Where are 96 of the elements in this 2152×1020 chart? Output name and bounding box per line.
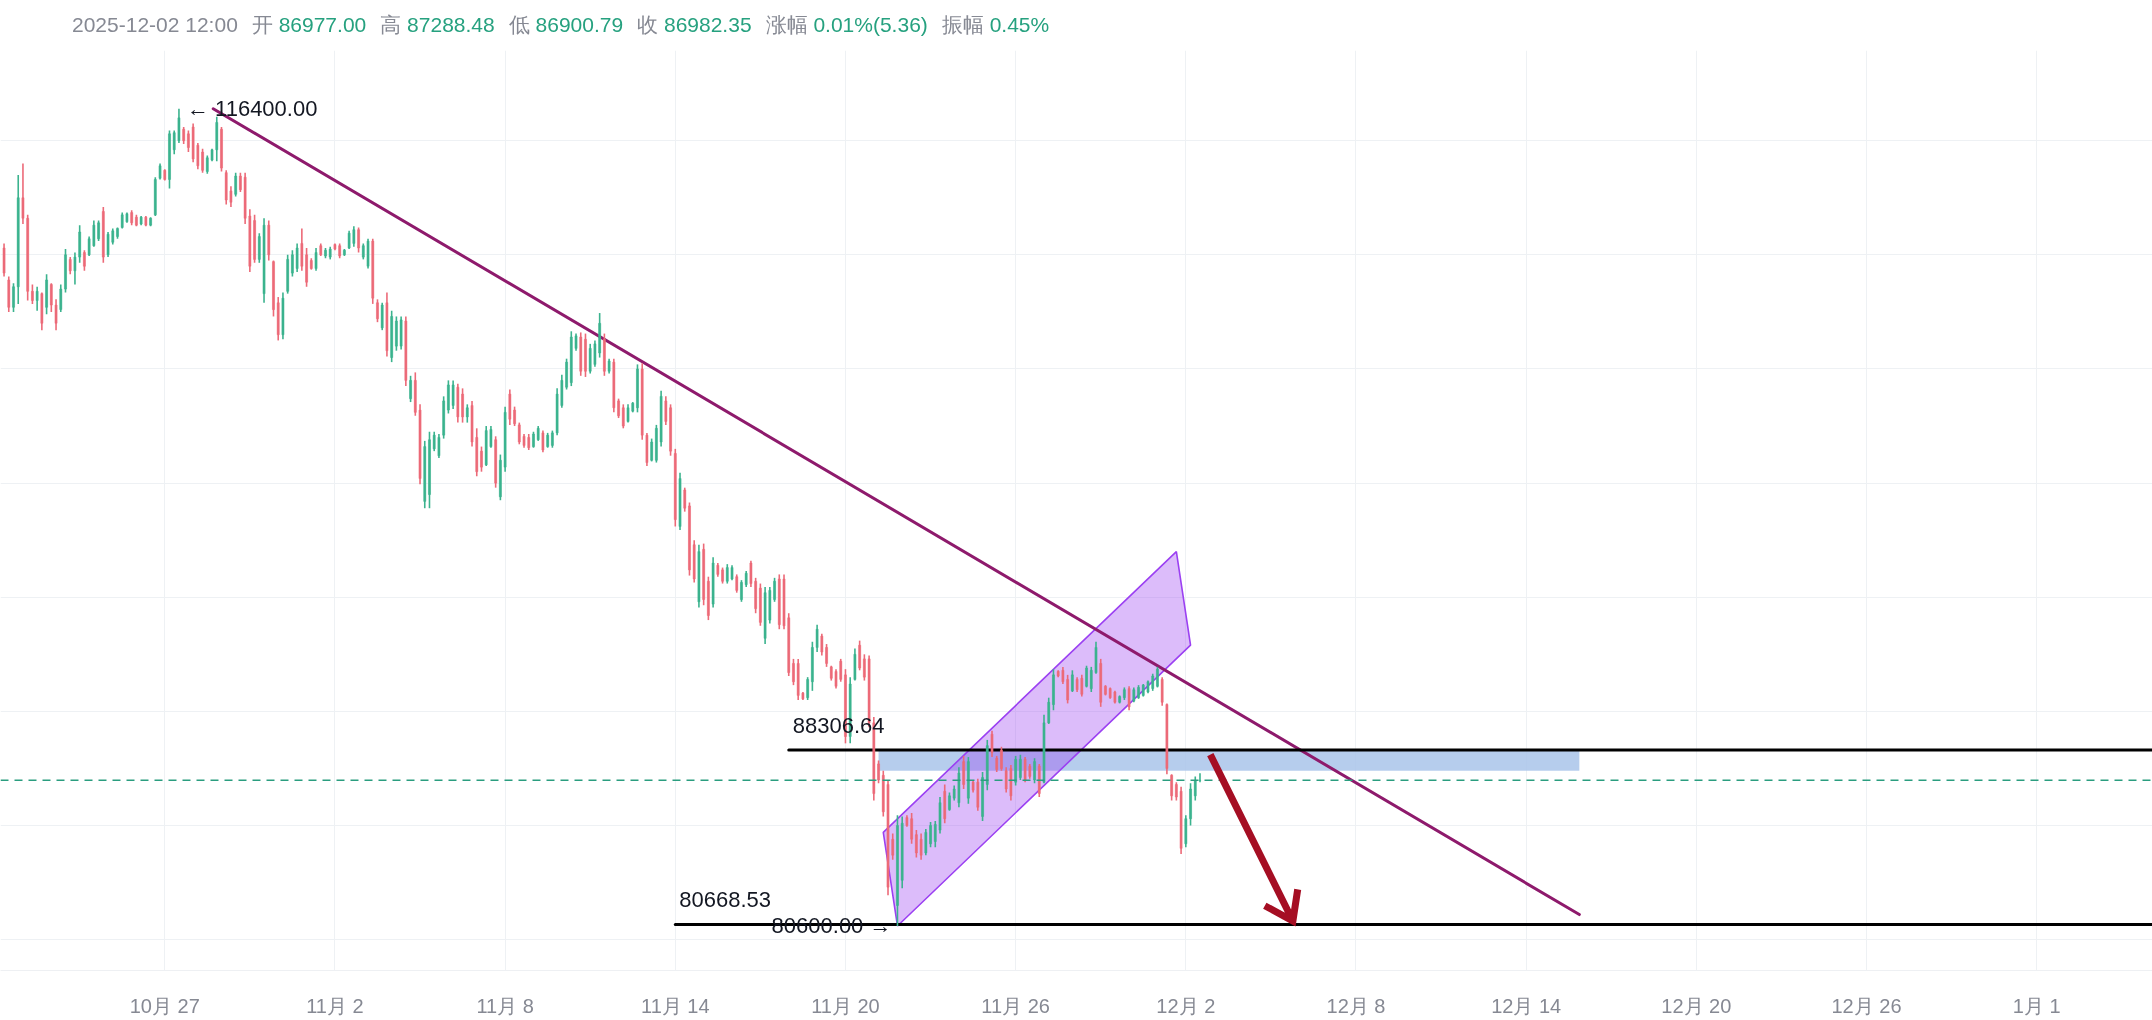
candlestick bbox=[135, 214, 138, 228]
candlestick bbox=[272, 259, 275, 318]
candlestick bbox=[806, 676, 809, 701]
candlestick bbox=[130, 209, 133, 226]
candlestick bbox=[12, 282, 15, 313]
x-tick-label: 11月 20 bbox=[811, 994, 880, 1017]
x-tick-label: 11月 2 bbox=[306, 994, 364, 1017]
x-tick-label: 11月 26 bbox=[981, 994, 1050, 1017]
candlestick bbox=[1198, 772, 1202, 783]
candlestick bbox=[546, 432, 549, 449]
candlestick bbox=[759, 582, 762, 627]
text: 2025-12-02 12:00 bbox=[72, 13, 238, 36]
candlestick bbox=[442, 395, 445, 440]
candlestick bbox=[31, 283, 34, 305]
candlestick bbox=[106, 231, 110, 258]
candlestick bbox=[650, 437, 653, 463]
candlestick bbox=[919, 832, 923, 861]
candlestick bbox=[168, 129, 171, 190]
candlestick bbox=[26, 214, 29, 302]
candlestick bbox=[584, 332, 587, 378]
candlestick bbox=[702, 542, 705, 607]
candlestick bbox=[494, 435, 497, 489]
candlestick bbox=[314, 247, 318, 272]
x-tick-label: 12月 2 bbox=[1156, 994, 1216, 1017]
candlestick bbox=[59, 283, 63, 313]
candlestick bbox=[376, 298, 379, 323]
candlestick bbox=[990, 730, 994, 758]
candlestick bbox=[465, 403, 469, 424]
candlestick bbox=[1000, 745, 1003, 772]
candlestick bbox=[541, 429, 545, 454]
text: 高 87288.48 bbox=[380, 13, 495, 36]
candlestick bbox=[286, 254, 289, 295]
candlestick bbox=[234, 171, 237, 198]
candlestick bbox=[102, 206, 105, 264]
x-tick-label: 1月 1 bbox=[2012, 994, 2061, 1017]
candlestick bbox=[1189, 782, 1192, 827]
candlestick bbox=[45, 273, 48, 315]
candlestick bbox=[1160, 676, 1164, 707]
candlestick bbox=[1156, 666, 1159, 689]
candlestick bbox=[1123, 686, 1126, 701]
candlestick bbox=[35, 285, 39, 312]
candlestick bbox=[380, 301, 384, 331]
candlestick bbox=[1014, 755, 1017, 787]
x-tick-label: 11月 14 bbox=[641, 994, 710, 1017]
candlestick bbox=[1118, 694, 1121, 705]
x-tick-label: 11月 8 bbox=[476, 994, 534, 1017]
candlestick bbox=[64, 248, 67, 294]
candlestick bbox=[409, 375, 412, 403]
candlestick bbox=[154, 176, 157, 217]
candlestick bbox=[673, 448, 677, 528]
text: 振幅 0.45% bbox=[941, 13, 1050, 36]
candlestick bbox=[962, 755, 965, 790]
candlestick bbox=[309, 257, 313, 271]
candlestick bbox=[981, 771, 984, 822]
candlestick bbox=[858, 639, 861, 672]
candlestick bbox=[1193, 775, 1197, 802]
candlestick bbox=[683, 486, 687, 513]
text: 涨幅 0.01%(5.36) bbox=[765, 13, 928, 36]
candlestick bbox=[295, 242, 299, 273]
text: 开 86977.00 bbox=[251, 13, 367, 36]
x-tick-label: 12月 26 bbox=[1831, 994, 1902, 1017]
candlestick bbox=[390, 309, 393, 363]
candlestick bbox=[1170, 773, 1173, 802]
candlestick bbox=[480, 445, 483, 473]
candlestick bbox=[636, 363, 639, 414]
candlestick bbox=[1047, 696, 1051, 725]
candlestick bbox=[626, 403, 630, 424]
candlestick bbox=[1052, 668, 1055, 712]
candlestick bbox=[621, 403, 625, 430]
candlestick bbox=[1033, 757, 1036, 785]
candlestick bbox=[1127, 685, 1131, 712]
candlestick bbox=[343, 248, 346, 257]
candlestick bbox=[1019, 753, 1022, 781]
x-tick-label: 12月 20 bbox=[1661, 994, 1732, 1017]
candlestick bbox=[83, 249, 86, 272]
candlestick bbox=[924, 828, 928, 857]
x-tick-label: 12月 14 bbox=[1491, 994, 1562, 1017]
candlestick bbox=[182, 126, 185, 145]
x-tick-label: 10月 27 bbox=[129, 994, 200, 1017]
candlestick bbox=[220, 126, 223, 173]
annotation: ← 116400.00 bbox=[186, 96, 318, 122]
candlestick bbox=[1071, 669, 1074, 693]
candlestick bbox=[967, 756, 970, 805]
candlestick bbox=[21, 162, 25, 225]
text: 收 86982.35 bbox=[637, 13, 752, 36]
annotation: 80668.53 bbox=[679, 887, 772, 913]
candlestick bbox=[451, 379, 455, 410]
x-tick-label: 12月 8 bbox=[1326, 994, 1386, 1017]
text: 低 86900.79 bbox=[508, 13, 624, 36]
candlestick bbox=[707, 575, 710, 621]
candlestick bbox=[116, 226, 119, 240]
candlestick bbox=[149, 216, 152, 228]
candlestick bbox=[357, 226, 360, 254]
candlestick bbox=[1085, 664, 1088, 689]
candlestick bbox=[735, 573, 739, 594]
candlestick bbox=[603, 332, 606, 377]
